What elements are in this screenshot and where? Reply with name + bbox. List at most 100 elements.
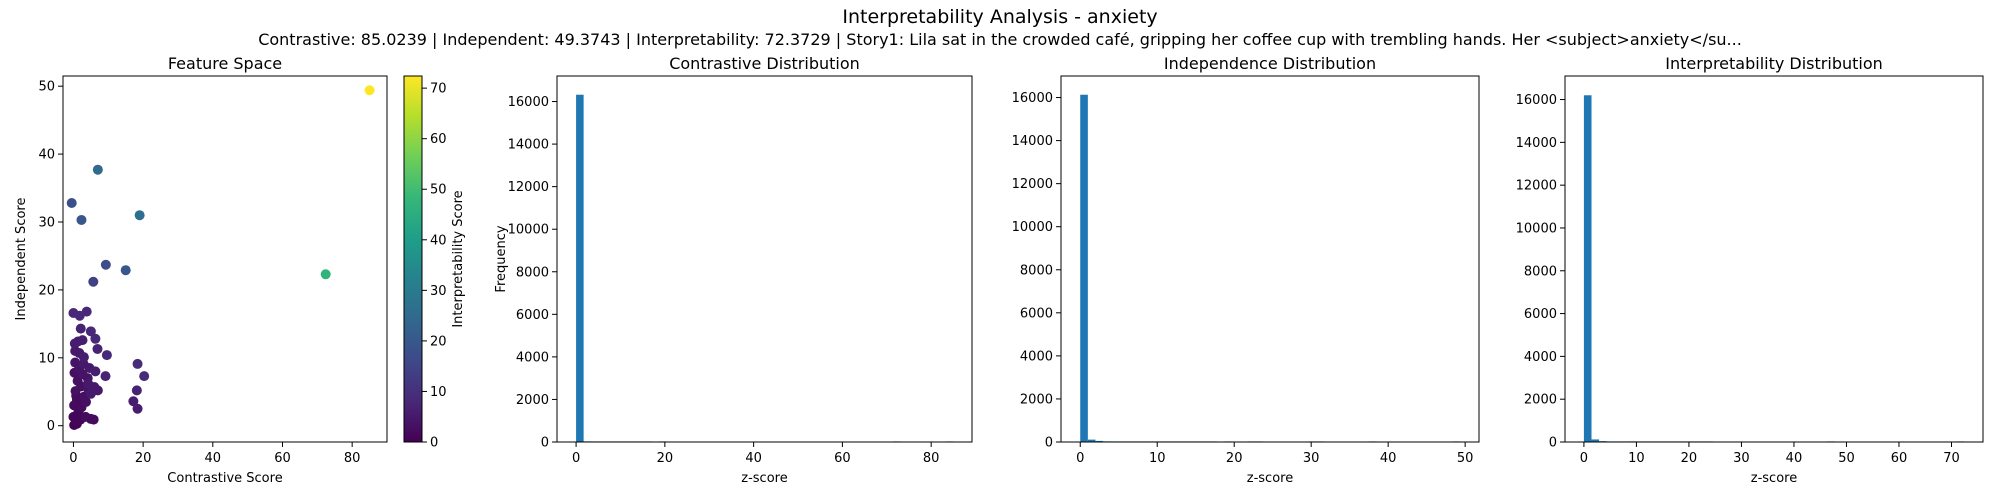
x-tick-label: 20 [657, 451, 674, 466]
histogram-bar [1583, 95, 1592, 443]
y-tick-label: 0 [47, 419, 55, 434]
y-tick-label: 16000 [1012, 91, 1053, 106]
y-tick-label: 0 [1045, 436, 1053, 451]
y-tick-label: 6000 [1524, 307, 1557, 322]
x-tick-label: 40 [745, 451, 762, 466]
x-axis-label: z-score [741, 471, 787, 486]
y-tick-label: 12000 [1012, 177, 1053, 192]
x-tick-label: 50 [1457, 451, 1474, 466]
y-tick-label: 8000 [1524, 264, 1557, 279]
scatter-point [128, 396, 139, 407]
chart-title: Contrastive Distribution [669, 54, 860, 73]
plot-frame [62, 75, 388, 443]
scatter-point [120, 265, 131, 276]
y-tick-label: 0 [1549, 436, 1557, 451]
y-tick-label: 20 [38, 283, 55, 298]
scatter-point [66, 197, 77, 208]
scatter-point [88, 414, 99, 425]
y-tick-label: 8000 [1020, 263, 1053, 278]
scatter-point [100, 259, 111, 270]
scatter-point [101, 350, 112, 361]
y-tick-label: 8000 [516, 265, 549, 280]
scatter-point [81, 306, 92, 317]
x-tick-label: 60 [1891, 451, 1908, 466]
scatter-point [69, 338, 80, 349]
chart-title: Independence Distribution [1164, 54, 1376, 73]
y-tick-label: 6000 [516, 308, 549, 323]
x-tick-label: 40 [205, 451, 222, 466]
scatter-point [131, 385, 142, 396]
figure-title: Interpretability Analysis - anxiety [842, 6, 1158, 28]
colorbar-tick-label: 60 [430, 132, 447, 147]
x-tick-label: 10 [1628, 451, 1645, 466]
x-tick-label: 40 [1786, 451, 1803, 466]
scatter-point [75, 323, 86, 334]
x-tick-label: 0 [1076, 451, 1084, 466]
plot-frame [1060, 75, 1480, 443]
histogram-bar [576, 94, 584, 442]
y-axis-label: Independent Score [14, 198, 29, 321]
figure-subtitle: Contrastive: 85.0239 | Independent: 49.3… [258, 30, 1742, 49]
scatter-point [364, 85, 375, 96]
scatter-point [100, 371, 111, 382]
colorbar-label: Interpretability Score [451, 190, 466, 327]
colorbar-tick-label: 50 [430, 183, 447, 198]
x-tick-label: 20 [1226, 451, 1243, 466]
y-axis-label: Frequency [494, 225, 509, 292]
scatter-point [139, 371, 150, 382]
y-tick-label: 40 [38, 148, 55, 163]
x-tick-label: 20 [135, 451, 152, 466]
colorbar-tick-label: 30 [430, 284, 447, 299]
colorbar-tick-label: 70 [430, 82, 447, 97]
histogram-bar [1095, 440, 1104, 442]
scatter-point [92, 164, 103, 175]
y-tick-label: 2000 [1524, 393, 1557, 408]
y-tick-label: 16000 [1516, 93, 1557, 108]
chart-panel-2: Independence Distribution 0 10 20 30 40 50 0 200… [1012, 54, 1480, 486]
x-tick-label: 0 [572, 451, 580, 466]
y-tick-label: 14000 [508, 138, 549, 153]
colorbar-bar [403, 75, 423, 443]
colorbar-tick-label: 0 [430, 436, 438, 451]
y-tick-label: 14000 [1516, 136, 1557, 151]
chart-title: Interpretability Distribution [1665, 54, 1883, 73]
scatter-point [132, 403, 143, 414]
scatter-point [77, 335, 88, 346]
plot-frame [556, 75, 973, 443]
y-tick-label: 10 [38, 351, 55, 366]
x-tick-label: 80 [344, 451, 361, 466]
scatter-point [320, 269, 331, 280]
y-tick-label: 14000 [1012, 134, 1053, 149]
y-tick-label: 16000 [508, 95, 549, 110]
x-tick-label: 0 [69, 451, 77, 466]
chart-panel-1: Contrastive Distribution 0 20 40 60 80 0 2000 40… [494, 54, 973, 486]
y-tick-label: 30 [38, 215, 55, 230]
scatter-point [85, 326, 96, 337]
y-tick-label: 4000 [516, 350, 549, 365]
scatter-point [89, 381, 100, 392]
y-tick-label: 0 [541, 436, 549, 451]
x-tick-label: 60 [274, 451, 291, 466]
x-tick-label: 70 [1943, 451, 1960, 466]
y-tick-label: 12000 [508, 180, 549, 195]
colorbar-tick-label: 10 [430, 385, 447, 400]
scatter-point [70, 386, 81, 397]
chart-panel-3: Interpretability Distribution 0 10 20 30 40 50… [1516, 54, 1984, 486]
y-tick-label: 4000 [1020, 349, 1053, 364]
scatter-point [76, 214, 87, 225]
scatter-point [90, 333, 101, 344]
x-axis-label: z-score [1247, 471, 1293, 486]
y-tick-label: 10000 [1012, 220, 1053, 235]
x-tick-label: 40 [1380, 451, 1397, 466]
x-tick-label: 10 [1149, 451, 1166, 466]
colorbar: 0 10 20 30 40 50 60 70 Interpretability Score [403, 75, 466, 451]
colorbar-tick-label: 40 [430, 233, 447, 248]
x-tick-label: 60 [834, 451, 851, 466]
x-tick-label: 50 [1838, 451, 1855, 466]
scatter-point [90, 366, 101, 377]
chart-panel-0: Feature Space 0 20 40 60 80 0 10 20 30 40 50 Contras… [14, 54, 388, 486]
chart-title: Feature Space [168, 54, 282, 73]
x-tick-label: 30 [1733, 451, 1750, 466]
